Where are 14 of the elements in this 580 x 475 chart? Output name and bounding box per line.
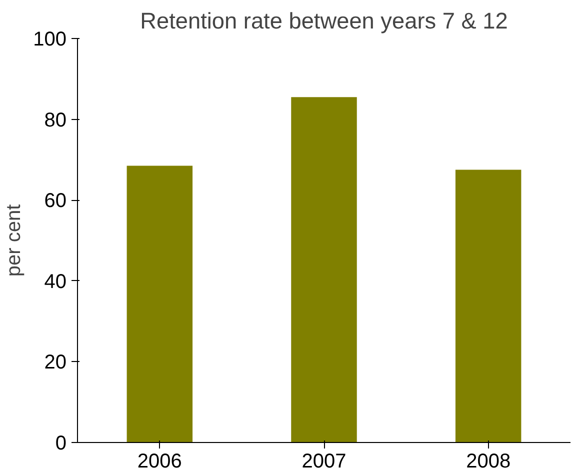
chart-title: Retention rate between years 7 & 12 (140, 8, 508, 34)
bar (291, 97, 357, 442)
bar (455, 170, 522, 442)
y-tick-label: 40 (44, 270, 67, 293)
x-tick-label: 2007 (302, 450, 346, 472)
y-axis-title: per cent (3, 204, 26, 277)
y-tick-label: 20 (44, 352, 67, 374)
bar (126, 166, 193, 442)
y-tick-label: 80 (44, 109, 67, 132)
y-tick-label: 60 (44, 190, 67, 212)
x-tick-label: 2006 (137, 450, 182, 472)
y-tick-label: 0 (55, 432, 66, 454)
y-tick-label: 100 (33, 28, 67, 50)
x-tick-label: 2008 (466, 450, 511, 472)
